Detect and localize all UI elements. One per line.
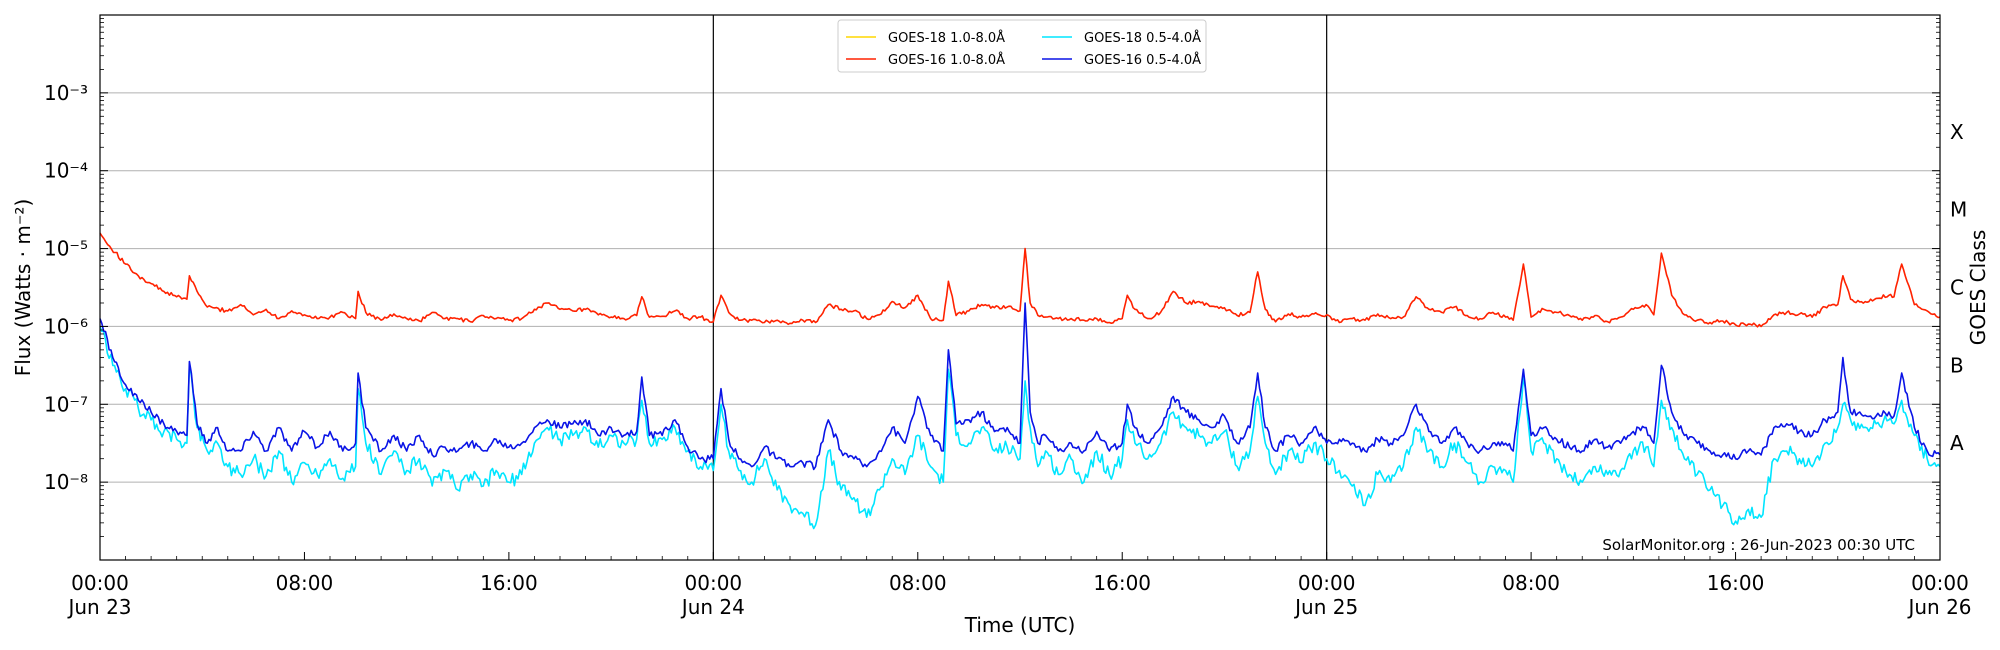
x-tick-date-label: Jun 24 xyxy=(680,595,745,619)
legend: GOES-18 1.0-8.0Å GOES-16 1.0-8.0Å GOES-18 … xyxy=(837,19,1207,73)
y-tick-label: 10⁻³ xyxy=(44,81,88,105)
series-line xyxy=(99,232,1941,328)
x-tick-label: 16:00 xyxy=(480,571,538,595)
series-line xyxy=(99,326,1941,530)
x-tick-label: 08:00 xyxy=(1502,571,1560,595)
x-axis-title: Time (UTC) xyxy=(964,613,1076,637)
legend-box xyxy=(837,19,1207,73)
x-tick-label: 00:00 xyxy=(1911,571,1969,595)
y-tick-label: 10⁻⁸ xyxy=(44,470,88,494)
legend-label: GOES-18 0.5-4.0Å xyxy=(1084,30,1201,46)
x-tick-date-label: Jun 23 xyxy=(66,595,131,619)
y2-axis-title: GOES Class xyxy=(1966,230,1990,346)
legend-label: GOES-18 1.0-8.0Å xyxy=(888,30,1005,46)
y-tick-label: 10⁻⁶ xyxy=(44,314,88,338)
goes-class-labels: A B C M X xyxy=(1950,120,1967,455)
y-tick-label: 10⁻⁴ xyxy=(44,159,88,183)
y-axis-title: Flux (Watts · m⁻²) xyxy=(11,199,35,377)
legend-label: GOES-16 1.0-8.0Å xyxy=(888,52,1005,68)
goes-class-label: B xyxy=(1950,353,1964,377)
x-tick-label: 00:00 xyxy=(685,571,743,595)
series-layer xyxy=(99,232,1941,530)
x-tick-label: 00:00 xyxy=(71,571,129,595)
x-tick-date-label: Jun 25 xyxy=(1293,595,1358,619)
x-tick-label: 08:00 xyxy=(889,571,947,595)
y-tick-label: 10⁻⁷ xyxy=(44,392,88,416)
x-tick-date-label: Jun 26 xyxy=(1906,595,1971,619)
x-tick-label: 16:00 xyxy=(1707,571,1765,595)
y-tick-label: 10⁻⁵ xyxy=(44,237,88,261)
x-tick-label: 16:00 xyxy=(1093,571,1151,595)
y-axis-ticks: 10⁻⁸ 10⁻⁷ 10⁻⁶ 10⁻⁵ 10⁻⁴ 10⁻³ xyxy=(44,18,1940,537)
goes-class-label: A xyxy=(1950,431,1964,455)
goes-class-label: C xyxy=(1950,276,1964,300)
credit-text: SolarMonitor.org : 26-Jun-2023 00:30 UTC xyxy=(1602,536,1915,554)
x-tick-label: 00:00 xyxy=(1298,571,1356,595)
goes-class-label: M xyxy=(1950,198,1967,222)
series-line xyxy=(99,302,1941,471)
grid-lines xyxy=(100,92,1940,483)
goes-class-label: X xyxy=(1950,120,1964,144)
x-tick-label: 08:00 xyxy=(276,571,334,595)
legend-label: GOES-16 0.5-4.0Å xyxy=(1084,52,1201,68)
